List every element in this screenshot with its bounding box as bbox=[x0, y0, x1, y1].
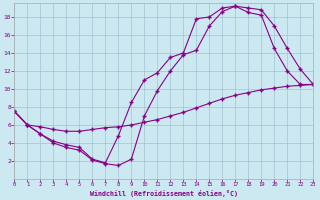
X-axis label: Windchill (Refroidissement éolien,°C): Windchill (Refroidissement éolien,°C) bbox=[90, 190, 238, 197]
